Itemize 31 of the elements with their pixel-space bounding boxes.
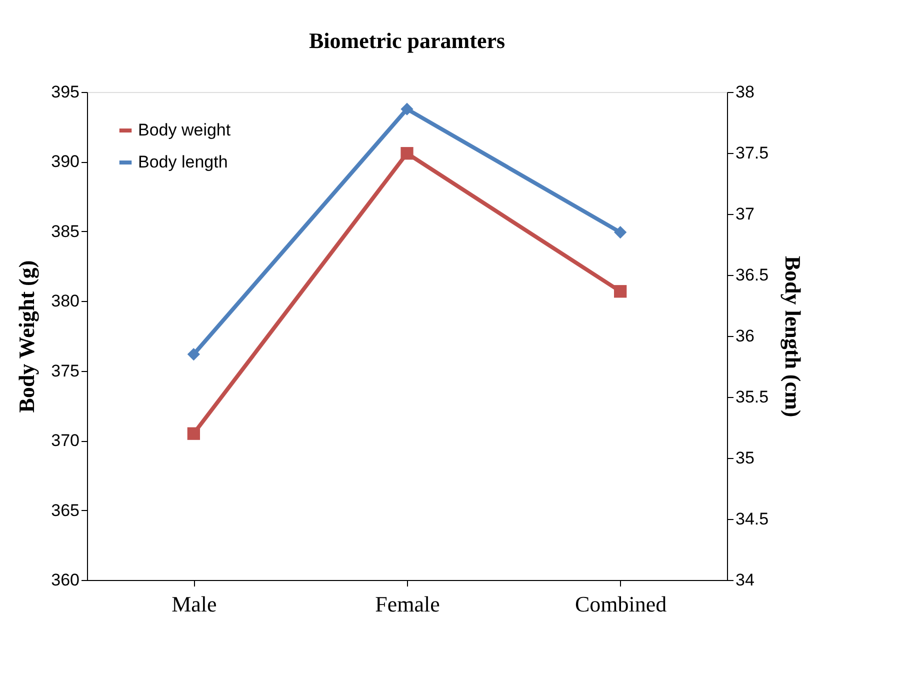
y2-tick-label: 36.5	[736, 266, 769, 284]
point	[400, 102, 414, 116]
y-tick-label: 385	[51, 222, 80, 241]
x-tick-label: Male	[172, 592, 217, 616]
y2-tick-label: 34	[736, 570, 754, 590]
y2-axis-title: Body length (cm)	[780, 256, 806, 418]
point	[187, 348, 200, 361]
y2-tick-label: 35	[736, 448, 754, 468]
y2-tick-label: 34.5	[736, 510, 769, 528]
x-tick-label: Female	[375, 592, 440, 616]
y2-tick-label: 37	[736, 204, 754, 224]
y-tick-label: 395	[51, 82, 80, 102]
legend-label: Body weight	[138, 120, 231, 140]
point	[614, 285, 627, 298]
y2-tick-label: 36	[736, 326, 754, 346]
x-tick-label: Combined	[574, 592, 667, 616]
chart-title: Biometric paramters	[308, 28, 506, 53]
point	[400, 147, 414, 160]
y2-tick-label: 35.5	[736, 388, 769, 406]
legend-label: Body length	[138, 152, 228, 172]
point	[187, 427, 200, 440]
y-tick-label: 380	[51, 292, 80, 311]
y-axis-title: Body Weight (g)	[14, 260, 40, 413]
y-tick-label: 375	[51, 361, 80, 380]
y-tick-label: 370	[51, 431, 80, 450]
y-tick-label: 360	[51, 570, 80, 590]
y2-tick-label: 37.5	[736, 144, 769, 162]
y-tick-label: 390	[51, 152, 80, 172]
point	[614, 226, 627, 239]
y2-tick-label: 38	[736, 82, 754, 102]
y-tick-label: 365	[51, 500, 80, 520]
